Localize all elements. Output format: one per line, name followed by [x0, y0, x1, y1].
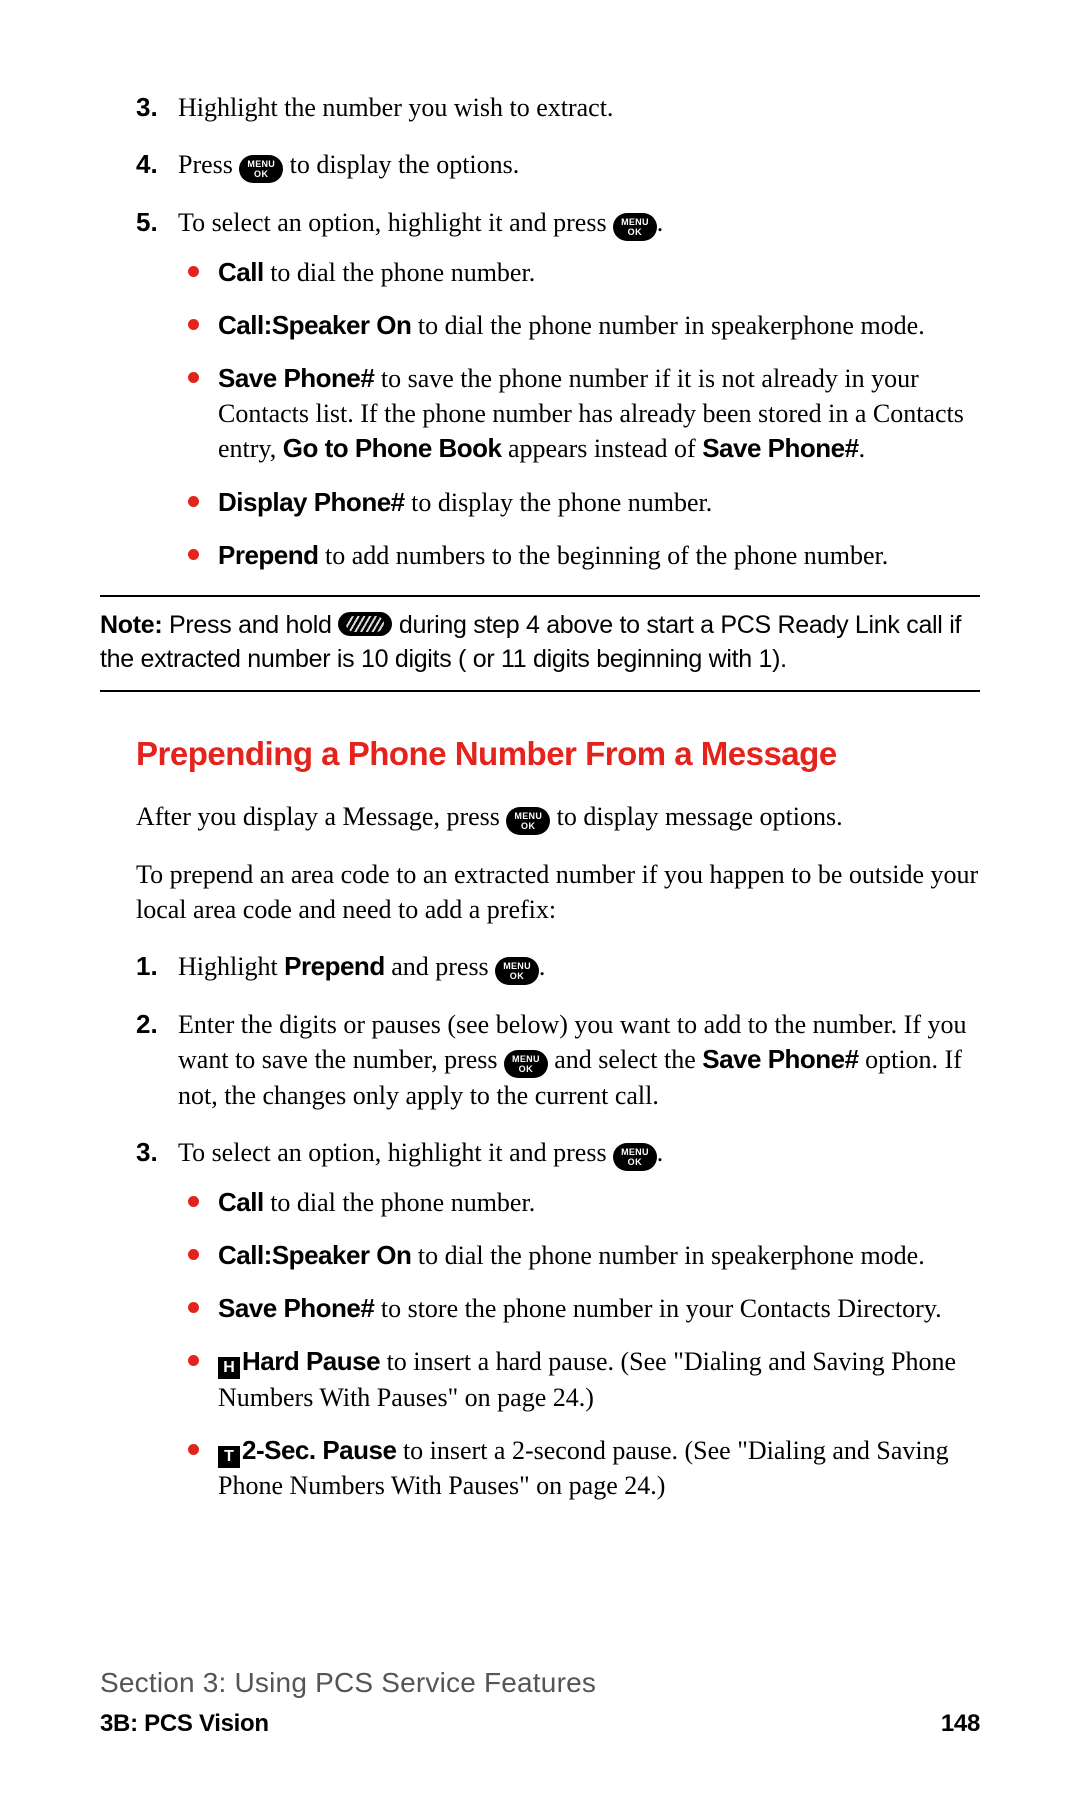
- option-hard-pause: HHard Pause to insert a hard pause. (See…: [178, 1344, 980, 1414]
- footer-section: Section 3: Using PCS Service Features: [100, 1664, 980, 1702]
- step-text-post: to display the options.: [283, 150, 519, 179]
- hard-pause-icon: H: [218, 1357, 240, 1379]
- para-text: to display message options.: [550, 802, 842, 831]
- menu-ok-icon: MENUOK: [239, 155, 283, 183]
- steps-list-bottom: 1. Highlight Prepend and press MENUOK. 2…: [100, 949, 980, 1503]
- step-bold: Prepend: [284, 951, 385, 981]
- step-text: To select an option, highlight it and pr…: [178, 1138, 613, 1167]
- option-2sec-pause: T2-Sec. Pause to insert a 2-second pause…: [178, 1433, 980, 1503]
- step-3: 3. Highlight the number you wish to extr…: [100, 90, 980, 125]
- option-label: Prepend: [218, 540, 319, 570]
- option-save-phone: Save Phone# to store the phone number in…: [178, 1291, 980, 1326]
- step-5: 5. To select an option, highlight it and…: [100, 205, 980, 573]
- note-pre: Press and hold: [162, 611, 338, 639]
- option-prepend: Prepend to add numbers to the beginning …: [178, 538, 980, 573]
- step-text: Highlight: [178, 952, 284, 981]
- options-list-1: Call to dial the phone number. Call:Spea…: [178, 255, 980, 573]
- option-desc-3: .: [859, 434, 866, 463]
- menu-ok-icon: MENUOK: [504, 1050, 548, 1078]
- option-call-speaker: Call:Speaker On to dial the phone number…: [178, 1238, 980, 1273]
- option-display-phone: Display Phone# to display the phone numb…: [178, 485, 980, 520]
- step-number: 4.: [136, 147, 158, 182]
- step-number: 3.: [136, 90, 158, 125]
- step-2b: 2. Enter the digits or pauses (see below…: [100, 1007, 980, 1113]
- note-block: Note: Press and hold during step 4 above…: [100, 595, 980, 693]
- step-number: 1.: [136, 949, 158, 984]
- step-text: Highlight the number you wish to extract…: [178, 93, 613, 122]
- step-4: 4. Press MENUOK to display the options.: [100, 147, 980, 183]
- option-label: Hard Pause: [242, 1346, 380, 1376]
- step-text: and press: [385, 952, 495, 981]
- option-call: Call to dial the phone number.: [178, 1185, 980, 1220]
- option-label: Call:Speaker On: [218, 1240, 411, 1270]
- option-label: Call: [218, 1187, 264, 1217]
- note-label: Note:: [100, 611, 162, 639]
- step-number: 3.: [136, 1135, 158, 1170]
- option-desc: to dial the phone number in speakerphone…: [411, 311, 924, 340]
- step-text-pre: To select an option, highlight it and pr…: [178, 208, 613, 237]
- step-text: .: [539, 952, 546, 981]
- option-save-phone: Save Phone# to save the phone number if …: [178, 361, 980, 466]
- option-call: Call to dial the phone number.: [178, 255, 980, 290]
- step-bold: Save Phone#: [702, 1044, 858, 1074]
- menu-ok-icon: MENUOK: [506, 807, 550, 835]
- option-desc: to display the phone number.: [405, 488, 713, 517]
- option-label: Save Phone#: [218, 363, 374, 393]
- ready-link-button-icon: [338, 612, 392, 636]
- option-label-2: Go to Phone Book: [283, 433, 502, 463]
- menu-ok-icon: MENUOK: [613, 1143, 657, 1171]
- option-desc: to dial the phone number in speakerphone…: [411, 1241, 924, 1270]
- options-list-2: Call to dial the phone number. Call:Spea…: [178, 1185, 980, 1503]
- intro-para-2: To prepend an area code to an extracted …: [136, 857, 980, 927]
- option-desc-2: appears instead of: [502, 434, 703, 463]
- option-label: Save Phone#: [218, 1293, 374, 1323]
- para-text: After you display a Message, press: [136, 802, 506, 831]
- step-1b: 1. Highlight Prepend and press MENUOK.: [100, 949, 980, 985]
- option-desc: to dial the phone number.: [264, 258, 536, 287]
- intro-para-1: After you display a Message, press MENUO…: [136, 799, 980, 835]
- option-label: Call: [218, 257, 264, 287]
- step-text-post: .: [657, 208, 664, 237]
- option-label: 2-Sec. Pause: [242, 1435, 396, 1465]
- section-heading: Prepending a Phone Number From a Message: [136, 732, 980, 777]
- option-desc: to store the phone number in your Contac…: [374, 1294, 941, 1323]
- option-label: Display Phone#: [218, 487, 405, 517]
- footer-subsection: 3B: PCS Vision: [100, 1708, 269, 1740]
- step-text: and select the: [548, 1045, 703, 1074]
- step-text: .: [657, 1138, 664, 1167]
- option-desc: to dial the phone number.: [264, 1188, 536, 1217]
- two-sec-pause-icon: T: [218, 1446, 240, 1468]
- option-label: Call:Speaker On: [218, 310, 411, 340]
- step-3b: 3. To select an option, highlight it and…: [100, 1135, 980, 1503]
- option-desc: to add numbers to the beginning of the p…: [319, 541, 889, 570]
- page-footer: Section 3: Using PCS Service Features 3B…: [100, 1664, 980, 1740]
- step-text-pre: Press: [178, 150, 239, 179]
- menu-ok-icon: MENUOK: [495, 957, 539, 985]
- option-label-3: Save Phone#: [702, 433, 858, 463]
- step-number: 2.: [136, 1007, 158, 1042]
- step-number: 5.: [136, 205, 158, 240]
- option-call-speaker: Call:Speaker On to dial the phone number…: [178, 308, 980, 343]
- steps-list-top: 3. Highlight the number you wish to extr…: [100, 90, 980, 573]
- page-number: 148: [941, 1708, 980, 1740]
- menu-ok-icon: MENUOK: [613, 213, 657, 241]
